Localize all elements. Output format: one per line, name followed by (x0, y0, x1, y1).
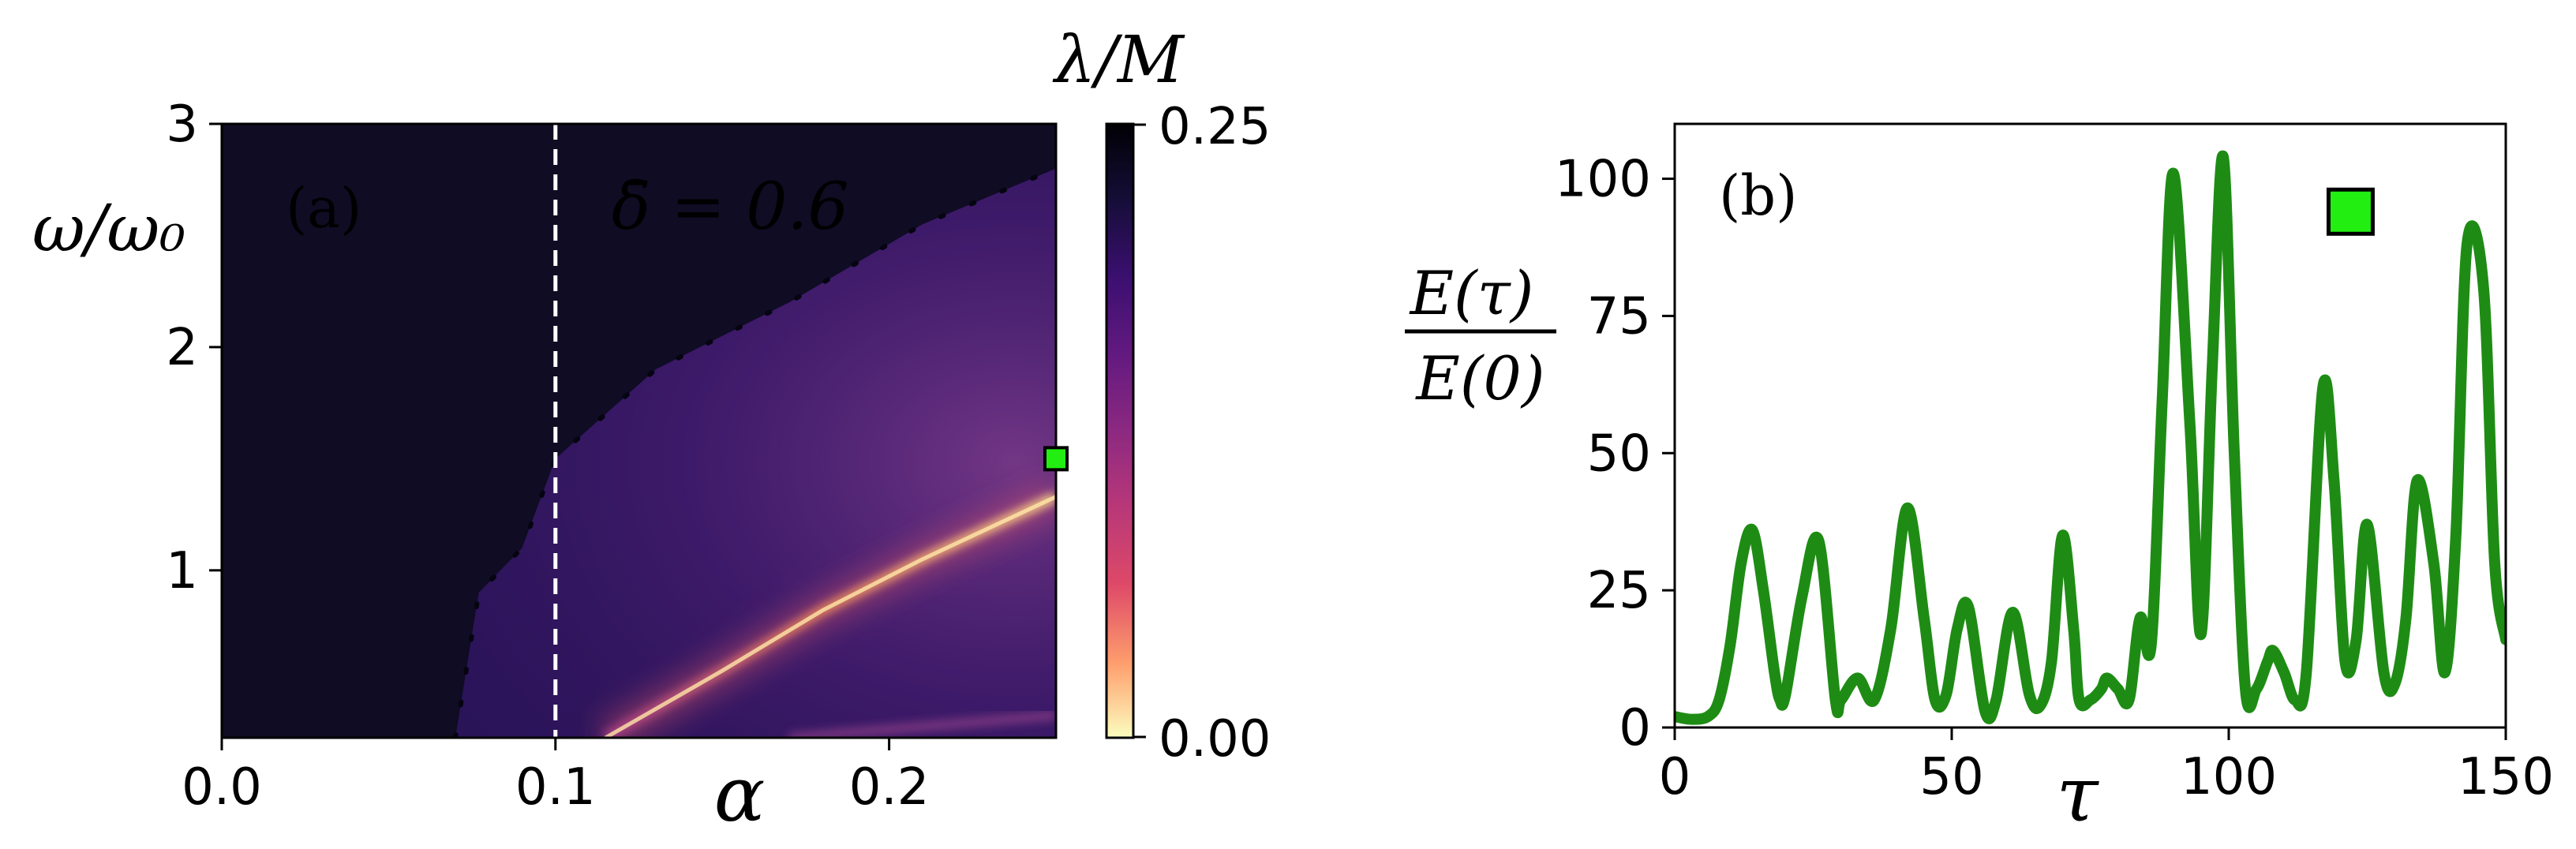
operating-point-marker-large (2326, 187, 2375, 236)
heatmap-faint-resonance (788, 711, 1056, 738)
energy-y-label-numerator: E(τ) (1409, 258, 1534, 328)
energy-x-axis-label: τ (2056, 750, 2099, 839)
panel-b-label: (b) (1719, 163, 1797, 228)
energy-y-tick-label: 0 (1619, 699, 1651, 757)
energy-y-tick-label: 75 (1587, 287, 1651, 346)
heatmap-y-tick-label: 1 (166, 542, 198, 600)
energy-x-tick-label: 0 (1659, 748, 1691, 806)
heatmap-y-ticks: 1 2 3 (166, 95, 222, 600)
colorbar-gradient (1105, 122, 1135, 739)
operating-point-marker (1043, 446, 1069, 472)
panel-a-label: (a) (286, 176, 361, 241)
energy-x-tick-label: 100 (2181, 748, 2277, 806)
energy-y-label-denominator: E(0) (1414, 343, 1544, 413)
heatmap-x-ticks: 0.0 0.1 0.2 (182, 738, 929, 817)
energy-y-tick-label: 25 (1587, 562, 1651, 620)
energy-y-ticks: 0 25 50 75 100 (1555, 151, 1675, 757)
colorbar-title: λ/M (1052, 23, 1185, 98)
energy-x-ticks: 0 50 100 150 (1659, 727, 2554, 806)
colorbar-min-label: 0.00 (1159, 710, 1271, 769)
colorbar-max-label: 0.25 (1159, 98, 1271, 156)
line-plot-frame (1673, 122, 2507, 729)
energy-y-tick-label: 50 (1587, 424, 1651, 483)
heatmap-stable-region (222, 124, 1056, 738)
heatmap-x-tick-label: 0.0 (182, 758, 262, 817)
heatmap-x-tick-label: 0.2 (849, 758, 930, 817)
heatmap-x-tick-label: 0.1 (515, 758, 596, 817)
heatmap-resonance-core (604, 495, 1056, 738)
heatmap-frame (220, 122, 1058, 739)
heatmap-y-tick-label: 3 (166, 95, 198, 154)
delta-annotation: δ̄ = 0.6 (612, 170, 849, 245)
energy-panel: 0 50 100 150 0 25 50 75 100 (b) E(τ) E(0) τ (1405, 122, 2554, 839)
energy-series-line (1675, 150, 2506, 725)
energy-x-tick-label: 50 (1919, 748, 1983, 806)
heatmap-y-tick-label: 2 (166, 319, 198, 377)
heatmap-panel: 0.0 0.1 0.2 1 2 3 (a) δ̄ = 0.6 α ω/ω₀ 0.25 0… (32, 23, 1271, 839)
energy-x-tick-label: 150 (2458, 748, 2554, 806)
heatmap-y-axis-label: ω/ω₀ (32, 192, 185, 267)
heatmap-x-axis-label: α (714, 750, 766, 839)
energy-y-tick-label: 100 (1555, 151, 1651, 209)
